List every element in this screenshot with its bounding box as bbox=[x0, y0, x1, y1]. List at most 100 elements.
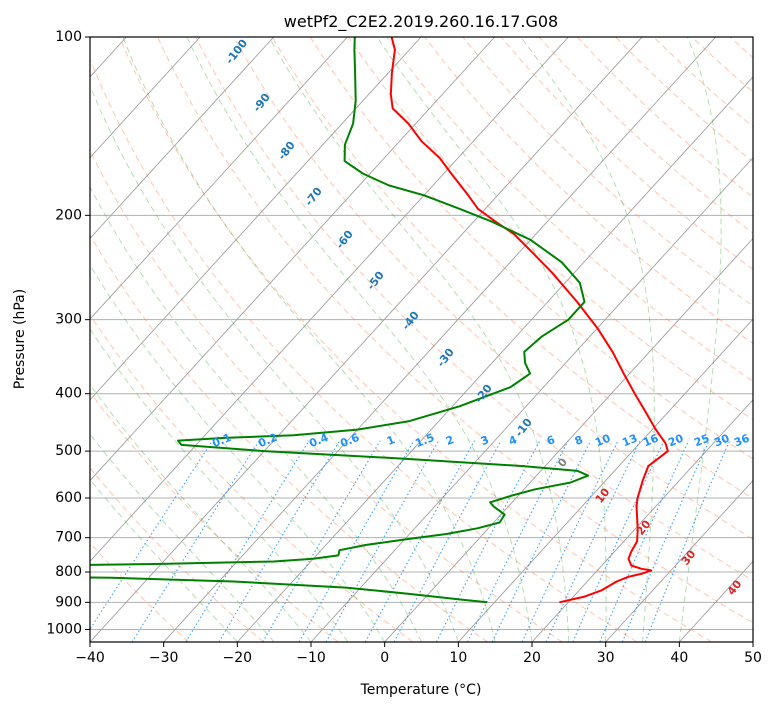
mixing-ratio-line bbox=[263, 441, 381, 642]
y-tick-label: 500 bbox=[55, 443, 82, 459]
y-tick-label: 400 bbox=[55, 386, 82, 402]
dry-adiabat-label: -40 bbox=[399, 309, 422, 333]
dry-adiabat-label: 30 bbox=[679, 547, 699, 567]
mixing-ratio-line bbox=[436, 441, 539, 642]
x-tick-label: −40 bbox=[75, 650, 105, 666]
y-tick-label: 800 bbox=[55, 564, 82, 580]
x-tick-label: 30 bbox=[597, 650, 615, 666]
y-tick-label: 600 bbox=[55, 490, 82, 506]
plot-frame bbox=[90, 37, 753, 642]
mixing-ratio-label: 0.1 bbox=[210, 431, 233, 450]
dry-adiabat bbox=[272, 37, 775, 642]
dry-adiabat-label: -50 bbox=[364, 269, 387, 293]
isotherm-line bbox=[90, 37, 642, 642]
dry-adiabat-label: -90 bbox=[250, 91, 273, 115]
isotherm-line bbox=[532, 37, 775, 642]
mixing-ratio-label: 1.5 bbox=[413, 431, 436, 450]
moist-adiabat bbox=[269, 37, 569, 642]
dry-adiabat bbox=[654, 37, 775, 642]
y-tick-label: 1000 bbox=[46, 621, 82, 637]
dry-adiabat-label: -30 bbox=[434, 346, 457, 370]
dry-adiabat bbox=[463, 37, 775, 642]
isotherm-line bbox=[16, 37, 568, 642]
x-axis-label: Temperature (°C) bbox=[360, 682, 482, 698]
dry-adiabat-label: 40 bbox=[725, 577, 745, 597]
dry-adiabat bbox=[0, 37, 338, 642]
dry-adiabat-label: -80 bbox=[275, 139, 298, 163]
dry-adiabat-label: 0 bbox=[555, 455, 570, 469]
isotherm-line bbox=[385, 37, 775, 642]
mixing-ratio-label: 0.6 bbox=[338, 431, 361, 450]
mixing-ratio-line bbox=[132, 441, 259, 642]
dry-adiabat bbox=[616, 37, 775, 642]
y-tick-label: 200 bbox=[55, 207, 82, 223]
dry-adiabat-label: -20 bbox=[472, 382, 495, 406]
dry-adiabat bbox=[539, 37, 775, 642]
isotherm-line bbox=[0, 37, 274, 642]
y-axis: 100 200 300 400 500 600 700 800 900 1000 bbox=[46, 29, 90, 637]
isotherm-line bbox=[0, 37, 200, 642]
y-tick-label: 100 bbox=[55, 29, 82, 45]
dry-adiabat bbox=[577, 37, 775, 642]
x-tick-label: 10 bbox=[449, 650, 467, 666]
dry-adiabat-label: -70 bbox=[302, 185, 325, 209]
mixing-ratio-label: 10 bbox=[593, 432, 612, 450]
x-tick-label: 0 bbox=[380, 650, 389, 666]
mixing-ratio-label: 1 bbox=[385, 433, 397, 448]
x-tick-label: 40 bbox=[670, 650, 688, 666]
mixing-ratio-label: 6 bbox=[545, 433, 557, 448]
dry-adiabat bbox=[425, 37, 775, 642]
dry-adiabat-label: -100 bbox=[223, 37, 250, 67]
x-tick-label: −20 bbox=[223, 650, 253, 666]
mixing-ratio-line bbox=[600, 441, 689, 642]
x-tick-label: 20 bbox=[523, 650, 541, 666]
mixing-ratio-label: 0.2 bbox=[256, 431, 279, 450]
moist-adiabat bbox=[0, 37, 237, 642]
isotherm-line bbox=[0, 37, 421, 642]
dry-adiabat-label: -10 bbox=[512, 416, 535, 440]
chart-title: wetPf2_C2E2.2019.260.16.17.G08 bbox=[284, 12, 558, 32]
dry-adiabat bbox=[0, 37, 189, 642]
y-tick-label: 900 bbox=[55, 594, 82, 610]
dry-adiabat bbox=[158, 37, 775, 642]
moist-adiabat bbox=[0, 37, 274, 642]
y-tick-label: 300 bbox=[55, 312, 82, 328]
mixing-ratio-label: 25 bbox=[692, 432, 711, 450]
mixing-ratio-label: 20 bbox=[666, 432, 685, 450]
mixing-ratio-label: 2 bbox=[444, 433, 456, 448]
x-tick-label: −30 bbox=[149, 650, 179, 666]
mixing-ratio-label: 16 bbox=[641, 432, 660, 450]
y-axis-label: Pressure (hPa) bbox=[12, 289, 28, 389]
mixing-ratio-line bbox=[219, 441, 340, 642]
x-tick-label: −10 bbox=[296, 650, 326, 666]
x-axis: −40 −30 −20 −10 0 10 20 30 40 50 bbox=[75, 642, 762, 666]
dry-adiabat bbox=[0, 37, 264, 642]
dry-adiabat-label: -60 bbox=[333, 228, 356, 252]
isotherm-line bbox=[458, 37, 775, 642]
mixing-ratio-line bbox=[622, 441, 709, 642]
mixing-ratio-line bbox=[365, 441, 474, 642]
mixing-ratio-line bbox=[546, 441, 640, 642]
isotherm-line bbox=[753, 37, 775, 642]
x-tick-label: 50 bbox=[744, 650, 762, 666]
mixing-ratio-line bbox=[326, 441, 439, 642]
dry-adiabat bbox=[387, 37, 775, 642]
mixing-ratio-label: 3 bbox=[479, 433, 491, 448]
mixing-ratio-label: 8 bbox=[573, 433, 585, 448]
y-tick-label: 700 bbox=[55, 530, 82, 546]
line-labels: -100-90-80-70-60-50-40-30-20-10010203040… bbox=[210, 37, 751, 598]
isotherm-line bbox=[0, 37, 495, 642]
dry-adiabat bbox=[692, 37, 775, 642]
mixing-ratio-label: 36 bbox=[732, 432, 751, 450]
moist-adiabat bbox=[187, 37, 532, 642]
moist-adiabat bbox=[0, 37, 348, 642]
isotherm-line bbox=[0, 37, 347, 642]
mixing-ratio-line bbox=[645, 441, 730, 642]
dry-adiabat bbox=[119, 37, 711, 642]
dry-adiabat bbox=[43, 37, 562, 642]
mixing-ratio-line bbox=[82, 441, 213, 642]
moist-adiabat bbox=[0, 37, 385, 642]
background-lines bbox=[0, 37, 775, 642]
